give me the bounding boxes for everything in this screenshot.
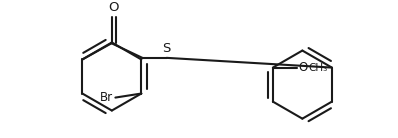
Text: O: O xyxy=(298,61,307,74)
Text: S: S xyxy=(162,42,171,55)
Text: Br: Br xyxy=(100,91,113,104)
Text: O: O xyxy=(108,1,119,14)
Text: CH₃: CH₃ xyxy=(308,63,328,73)
